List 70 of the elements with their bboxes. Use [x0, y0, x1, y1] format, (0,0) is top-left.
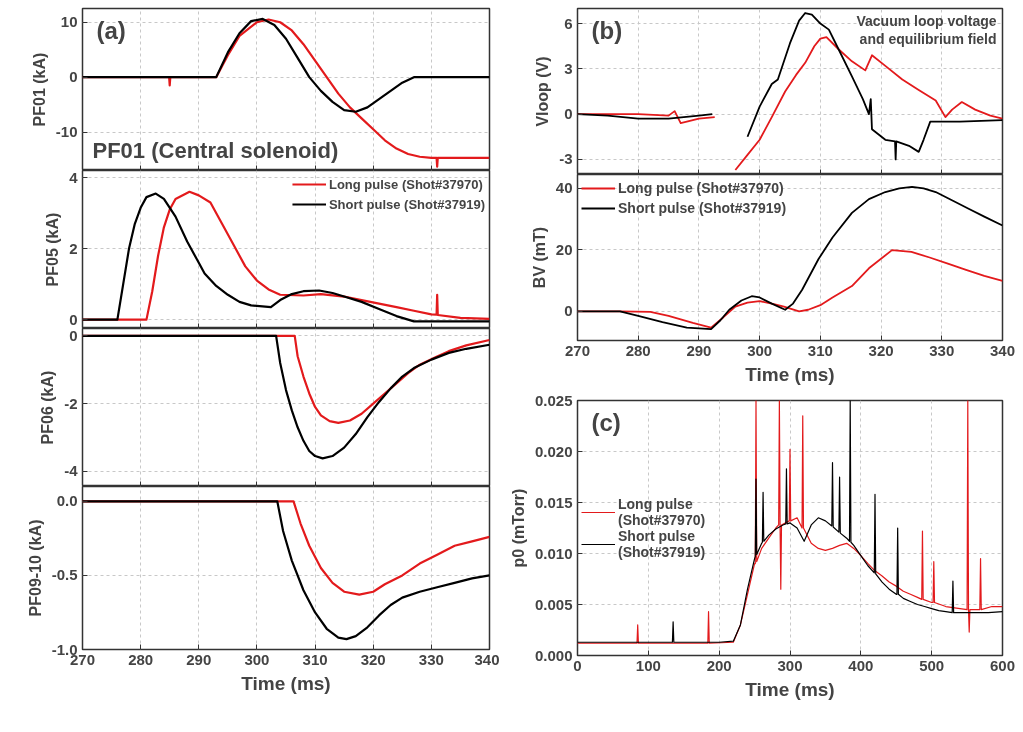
x-tick-label: 300 — [244, 650, 270, 668]
annotation: and equilibrium field — [859, 30, 997, 47]
x-axis-title: Time (ms) — [745, 363, 835, 385]
x-tick-label: 200 — [706, 656, 732, 674]
y-tick-label: -0.5 — [51, 566, 78, 584]
y-tick-label: 0.010 — [534, 544, 573, 562]
annotation: PF01 (Central solenoid) — [92, 137, 339, 163]
y-tick-label: 2 — [69, 239, 78, 257]
y-tick-label: 10 — [60, 13, 78, 31]
line-series — [82, 500, 490, 641]
x-tick-label: 320 — [868, 341, 894, 359]
y-tick-label: 0.0 — [56, 492, 78, 510]
legend-label: Long pulse (Shot#37970) — [328, 176, 483, 192]
y-tick-label: -2 — [64, 394, 78, 412]
x-tick-label: 340 — [474, 650, 500, 668]
annotation: (a) — [96, 16, 126, 44]
x-tick-label: 280 — [625, 341, 651, 359]
x-tick-label: 320 — [360, 650, 386, 668]
x-tick-label: 310 — [302, 650, 328, 668]
y-tick-label: 0.000 — [534, 646, 573, 664]
x-tick-label: 300 — [747, 341, 773, 359]
annotation: Vacuum loop voltage — [856, 12, 997, 29]
line-series — [82, 17, 490, 113]
x-tick-label: 330 — [929, 341, 955, 359]
y-tick-label: -10 — [55, 123, 78, 141]
y-tick-label: 0 — [564, 302, 573, 320]
line-series — [82, 334, 490, 460]
x-tick-label: 270 — [564, 341, 591, 359]
y-tick-label: 3 — [564, 59, 573, 77]
y-axis-title: p0 (mTorr) — [509, 488, 527, 568]
y-tick-label: 40 — [555, 179, 573, 197]
x-tick-label: 290 — [186, 650, 212, 668]
y-tick-label: -3 — [559, 150, 573, 168]
y-axis-title: PF06 (kA) — [39, 370, 57, 445]
y-tick-label: 0.015 — [534, 493, 573, 511]
x-tick-label: 330 — [418, 650, 444, 668]
legend-label: Short pulse (Shot#37919) — [328, 196, 485, 212]
x-tick-label: 600 — [989, 656, 1016, 674]
x-tick-label: 500 — [919, 656, 945, 674]
y-tick-label: 0 — [69, 310, 78, 328]
y-tick-label: 0.025 — [534, 391, 573, 409]
y-tick-label: 0 — [69, 326, 78, 344]
y-tick-label: 0.020 — [534, 442, 573, 460]
x-tick-label: 400 — [848, 656, 874, 674]
legend-label: Long pulse (Shot#37970) — [618, 180, 784, 196]
y-axis-title: PF09-10 (kA) — [26, 519, 44, 617]
y-tick-label: 0.005 — [534, 595, 573, 613]
y-tick-label: -4 — [64, 462, 79, 480]
x-tick-label: 100 — [635, 656, 661, 674]
annotation: (b) — [591, 16, 623, 44]
x-axis-title: Time (ms) — [745, 678, 835, 700]
x-tick-label: 280 — [128, 650, 154, 668]
legend-label: Short pulse (Shot#37919) — [618, 200, 787, 216]
x-tick-label: 290 — [686, 341, 712, 359]
y-axis-title: BV (mT) — [530, 226, 548, 289]
y-axis-title: PF01 (kA) — [30, 52, 48, 127]
y-tick-label: 0 — [564, 105, 573, 123]
y-axis-title: Vloop (V) — [534, 56, 552, 127]
y-tick-label: 0 — [69, 68, 78, 86]
annotation: (c) — [591, 408, 621, 436]
x-tick-label: 340 — [989, 341, 1016, 359]
y-tick-label: 6 — [564, 14, 573, 32]
y-tick-label: 4 — [69, 168, 79, 186]
y-axis-title: PF05 (kA) — [44, 212, 62, 287]
x-axis-title: Time (ms) — [241, 672, 331, 694]
legend-label: Short pulse (Shot#37919) — [618, 527, 706, 560]
legend-label: Long pulse (Shot#37970) — [618, 495, 706, 528]
x-tick-label: 310 — [807, 341, 833, 359]
y-tick-label: 20 — [555, 240, 573, 258]
x-tick-label: 300 — [777, 656, 803, 674]
